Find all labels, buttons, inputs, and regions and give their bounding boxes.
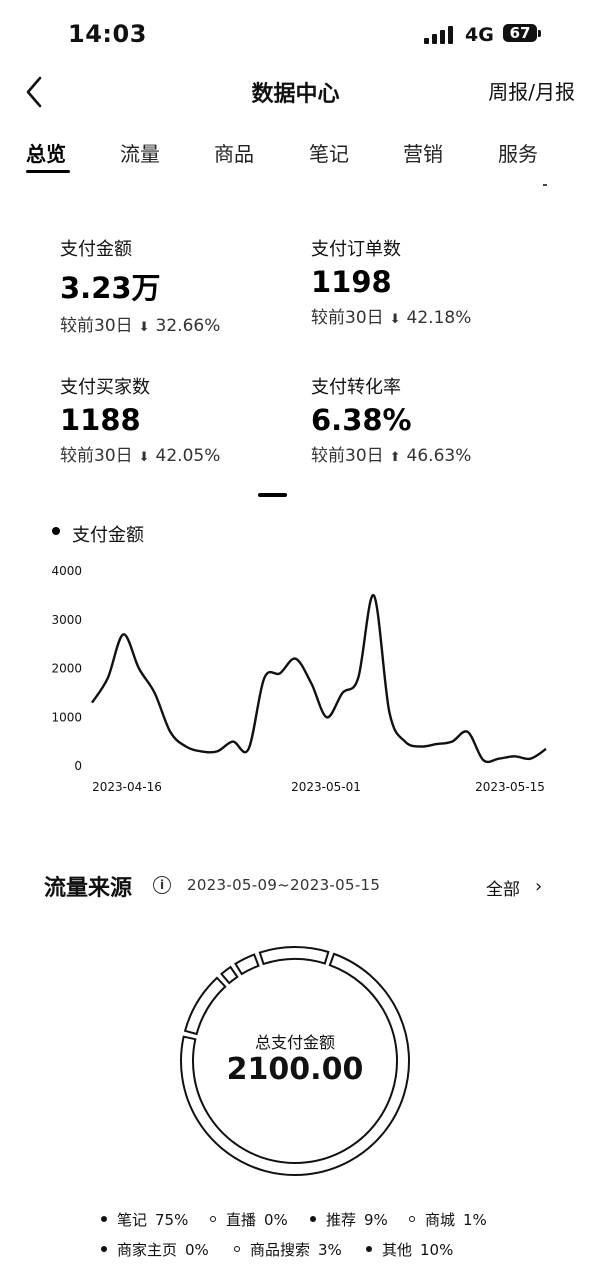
- metric-card-buyer-count[interactable]: 支付买家数 1188 较前30日 ⬇ 42.05%: [60, 373, 220, 466]
- tab-service[interactable]: 服务: [498, 142, 538, 166]
- tab-overview[interactable]: 总览: [26, 142, 66, 166]
- y-tick-label: 2000: [51, 662, 82, 676]
- arrow-down-icon: ⬇: [138, 320, 150, 335]
- legend-pct: 0%: [264, 1211, 288, 1229]
- arrow-up-icon: ⬆: [389, 450, 401, 465]
- chart-legend-label: 支付金额: [72, 525, 144, 546]
- tab-notes[interactable]: 笔记: [309, 142, 349, 166]
- battery-tip: [538, 30, 541, 37]
- tab-traffic[interactable]: 流量: [120, 142, 160, 166]
- metric-label: 支付订单数: [311, 239, 401, 260]
- page-title: 数据中心: [251, 82, 340, 107]
- donut-segment[interactable]: [180, 952, 410, 1176]
- legend-item: 笔记 75%: [101, 1209, 188, 1230]
- legend-pct: 0%: [185, 1241, 209, 1259]
- status-time: 14:03: [68, 20, 147, 48]
- tab-products[interactable]: 商品: [214, 142, 254, 166]
- back-button[interactable]: [18, 72, 54, 112]
- series-line-payment-amount: [90, 594, 547, 764]
- legend-dot-filled: [310, 1215, 316, 1222]
- metric-value: 1188: [60, 403, 141, 437]
- metric-label: 支付转化率: [311, 377, 401, 398]
- change-value: 46.63%: [406, 446, 472, 466]
- y-tick-label: 3000: [51, 613, 82, 627]
- compare-label: 较前30日: [60, 316, 133, 336]
- donut-center-label: 总支付金额: [254, 1033, 335, 1052]
- legend-name: 其他: [382, 1241, 413, 1259]
- period-toggle-link[interactable]: 周报/月报: [488, 80, 575, 104]
- info-icon[interactable]: i: [153, 876, 171, 894]
- legend-item: 商品搜索 3%: [234, 1239, 342, 1260]
- x-tick-label: 2023-05-15: [475, 780, 545, 794]
- legend-name: 直播: [226, 1211, 257, 1229]
- donut-segment[interactable]: [234, 953, 260, 976]
- legend-dot-filled: [101, 1245, 107, 1252]
- chevron-left-icon: [26, 76, 42, 108]
- legend-name: 商家主页: [117, 1241, 178, 1259]
- y-tick-label: 4000: [51, 564, 82, 578]
- metric-label: 支付金额: [60, 239, 132, 260]
- legend-item: 商城 1%: [409, 1209, 487, 1230]
- legend-dot: [52, 527, 60, 535]
- legend-name: 商品搜索: [250, 1241, 311, 1259]
- legend-dot-hollow: [210, 1215, 216, 1222]
- legend-item: 商家主页 0%: [101, 1239, 209, 1260]
- legend-dot-filled: [101, 1215, 107, 1222]
- metric-card-conversion-rate[interactable]: 支付转化率 6.38% 较前30日 ⬆ 46.63%: [311, 373, 471, 466]
- legend-dot-hollow: [409, 1215, 415, 1222]
- metric-value: 6.38%: [311, 403, 412, 437]
- arrow-down-icon: ⬇: [389, 312, 401, 327]
- legend-name: 笔记: [117, 1211, 148, 1229]
- legend-pct: 1%: [463, 1211, 487, 1229]
- metric-label: 支付买家数: [60, 377, 150, 398]
- metric-compare: 较前30日 ⬇ 42.18%: [311, 303, 471, 328]
- legend-pct: 3%: [318, 1241, 342, 1259]
- network-type: 4G: [465, 24, 494, 46]
- donut-segment[interactable]: [258, 946, 330, 966]
- legend-item: 其他 10%: [366, 1239, 453, 1260]
- x-tick-label: 2023-04-16: [92, 780, 162, 794]
- change-value: 42.05%: [155, 446, 221, 466]
- section-title-traffic: 流量来源: [44, 876, 133, 901]
- metric-compare: 较前30日 ⬇ 32.66%: [60, 311, 220, 336]
- traffic-source-donut-chart[interactable]: [170, 936, 420, 1186]
- legend-pct: 10%: [420, 1241, 454, 1259]
- carousel-page-indicator: [258, 493, 287, 497]
- arrow-down-icon: ⬇: [138, 450, 150, 465]
- legend-item: 推荐 9%: [310, 1209, 388, 1230]
- legend-pct: 9%: [364, 1211, 388, 1229]
- chevron-right-icon[interactable]: ›: [535, 876, 543, 897]
- legend-dot-hollow: [234, 1245, 240, 1252]
- date-range: 2023-05-09~2023-05-15: [187, 876, 381, 894]
- legend-dot-filled: [366, 1245, 372, 1252]
- change-value: 42.18%: [406, 308, 472, 328]
- x-tick-label: 2023-05-01: [291, 780, 361, 794]
- metric-value: 1198: [311, 265, 392, 299]
- view-all-link[interactable]: 全部: [486, 880, 520, 900]
- legend-pct: 75%: [155, 1211, 189, 1229]
- metric-compare: 较前30日 ⬇ 42.05%: [60, 441, 220, 466]
- compare-label: 较前30日: [311, 446, 384, 466]
- metric-card-order-count[interactable]: 支付订单数 1198 较前30日 ⬇ 42.18%: [311, 235, 471, 328]
- donut-center-value: 2100.00: [226, 1052, 364, 1087]
- legend-item: 直播 0%: [210, 1209, 288, 1230]
- tab-marketing[interactable]: 营销: [403, 142, 443, 166]
- metric-compare: 较前30日 ⬆ 46.63%: [311, 441, 471, 466]
- compare-label: 较前30日: [60, 446, 133, 466]
- scroll-indicator: [543, 184, 547, 186]
- compare-label: 较前30日: [311, 308, 384, 328]
- change-value: 32.66%: [155, 316, 221, 336]
- active-tab-indicator: [26, 170, 70, 173]
- signal-icon: [424, 26, 458, 44]
- y-tick-label: 0: [74, 759, 82, 773]
- donut-segment[interactable]: [220, 965, 239, 985]
- payment-trend-chart[interactable]: 4000 3000 2000 1000 0 2023-04-16 2023-05-01 202…: [0, 555, 591, 805]
- y-tick-label: 1000: [51, 710, 82, 724]
- legend-name: 商城: [425, 1211, 456, 1229]
- metric-value: 3.23万: [60, 271, 161, 305]
- battery-icon: 67: [503, 24, 537, 42]
- donut-segment[interactable]: [183, 976, 227, 1036]
- metric-card-payment-amount[interactable]: 支付金额 3.23万 较前30日 ⬇ 32.66%: [60, 235, 220, 336]
- legend-name: 推荐: [326, 1211, 357, 1229]
